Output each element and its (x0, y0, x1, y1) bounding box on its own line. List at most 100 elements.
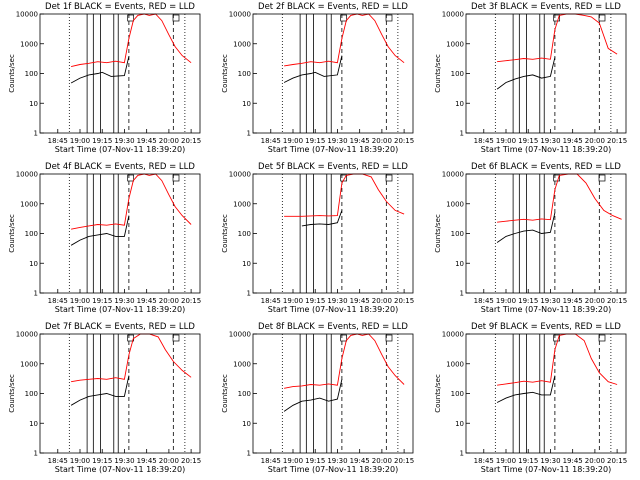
y-axis-label: Counts/sec (221, 214, 229, 253)
y-tick-label: 100 (451, 230, 464, 238)
interval-marker-box (598, 334, 606, 342)
x-tick-label: 20:00 (585, 137, 605, 145)
lld-series-line (497, 173, 622, 223)
y-tick-label: 1000 (20, 360, 38, 368)
x-tick-label: 18:45 (474, 297, 494, 305)
x-tick-label: 20:00 (372, 457, 392, 465)
events-series-line (70, 375, 130, 406)
chart-panel: Det 7f BLACK = Events, RED = LLD 1 10 100 10… (0, 320, 213, 480)
x-axis-label: Start Time (07-Nov-11 18:39:20) (481, 145, 611, 154)
plot-frame (39, 333, 201, 454)
x-tick-label: 19:15 (92, 137, 112, 145)
y-axis-label: Counts/sec (434, 374, 442, 413)
lld-series-line (70, 13, 192, 68)
y-tick-label: 10 (29, 420, 38, 428)
interval-marker-box (340, 174, 348, 182)
x-tick-label: 19:15 (518, 297, 538, 305)
x-tick-label: 20:00 (372, 137, 392, 145)
interval-marker-box (172, 14, 180, 22)
events-series-line (283, 55, 343, 83)
x-tick-label: 19:30 (540, 137, 560, 145)
x-tick-label: 19:30 (327, 297, 347, 305)
chart-panel: Det 8f BLACK = Events, RED = LLD 1 10 100 10… (213, 320, 426, 480)
y-tick-label: 10 (242, 420, 251, 428)
y-tick-label: 100 (238, 230, 251, 238)
events-series-line (283, 379, 343, 412)
chart-svg: Det 6f BLACK = Events, RED = LLD 1 10 100 10… (434, 162, 627, 314)
x-axis-label: Start Time (07-Nov-11 18:39:20) (268, 145, 398, 154)
x-tick-label: 20:00 (585, 457, 605, 465)
x-tick-label: 18:45 (48, 297, 68, 305)
x-tick-label: 20:00 (159, 457, 179, 465)
interval-marker-box (553, 174, 561, 182)
y-axis-label: Counts/sec (8, 374, 16, 413)
chart-title: Det 1f BLACK = Events, RED = LLD (45, 2, 195, 12)
y-tick-label: 1000 (446, 360, 464, 368)
y-tick-label: 100 (238, 390, 251, 398)
y-tick-label: 10000 (442, 331, 464, 339)
x-tick-label: 18:45 (474, 457, 494, 465)
x-tick-label: 19:00 (70, 457, 90, 465)
x-tick-label: 20:15 (607, 457, 627, 465)
y-tick-label: 1 (247, 130, 251, 138)
x-tick-label: 19:45 (137, 137, 157, 145)
chart-panel: Det 2f BLACK = Events, RED = LLD 1 10 100 10… (213, 0, 426, 160)
x-tick-label: 19:30 (540, 457, 560, 465)
chart-title: Det 2f BLACK = Events, RED = LLD (258, 2, 408, 12)
chart-panel: Det 4f BLACK = Events, RED = LLD 1 10 100 10… (0, 160, 213, 320)
interval-marker-box (340, 334, 348, 342)
y-tick-label: 100 (25, 70, 38, 78)
lld-series-line (284, 333, 405, 389)
y-tick-label: 10 (242, 260, 251, 268)
chart-title: Det 3f BLACK = Events, RED = LLD (471, 2, 621, 12)
chart-title: Det 5f BLACK = Events, RED = LLD (258, 162, 408, 172)
x-axis-label: Start Time (07-Nov-11 18:39:20) (55, 465, 185, 474)
y-tick-label: 10 (242, 100, 251, 108)
y-tick-label: 1000 (20, 40, 38, 48)
x-tick-label: 18:45 (261, 297, 281, 305)
chart-svg: Det 1f BLACK = Events, RED = LLD 1 10 100 10… (8, 2, 201, 154)
y-tick-label: 100 (451, 390, 464, 398)
chart-svg: Det 2f BLACK = Events, RED = LLD 1 10 100 10… (221, 2, 414, 154)
x-tick-label: 19:00 (496, 457, 516, 465)
x-axis-label: Start Time (07-Nov-11 18:39:20) (268, 305, 398, 314)
x-axis-label: Start Time (07-Nov-11 18:39:20) (55, 305, 185, 314)
x-tick-label: 20:00 (159, 297, 179, 305)
y-tick-label: 10000 (16, 171, 38, 179)
y-tick-label: 10 (29, 260, 38, 268)
y-tick-label: 1000 (446, 40, 464, 48)
y-tick-label: 1 (34, 290, 38, 298)
events-series-line (496, 57, 556, 90)
interval-marker-box (598, 14, 606, 22)
chart-svg: Det 4f BLACK = Events, RED = LLD 1 10 100 10… (8, 162, 201, 314)
x-tick-label: 20:00 (159, 137, 179, 145)
x-tick-label: 19:30 (114, 137, 134, 145)
interval-marker-box (553, 334, 561, 342)
x-tick-label: 19:45 (563, 297, 583, 305)
y-tick-label: 10000 (442, 171, 464, 179)
chart-panel: Det 9f BLACK = Events, RED = LLD 1 10 100 10… (426, 320, 639, 480)
plot-frame (39, 173, 201, 294)
x-tick-label: 20:00 (372, 297, 392, 305)
y-tick-label: 100 (451, 70, 464, 78)
x-tick-label: 18:45 (261, 137, 281, 145)
interval-marker-box (385, 14, 393, 22)
chart-svg: Det 3f BLACK = Events, RED = LLD 1 10 100 10… (434, 2, 627, 154)
x-tick-label: 19:30 (114, 297, 134, 305)
y-tick-label: 10000 (229, 11, 251, 19)
x-tick-label: 20:00 (585, 297, 605, 305)
y-tick-label: 10 (455, 100, 464, 108)
x-tick-label: 19:15 (92, 297, 112, 305)
x-tick-label: 19:45 (563, 457, 583, 465)
y-tick-label: 10000 (442, 11, 464, 19)
y-axis-label: Counts/sec (8, 54, 16, 93)
x-tick-label: 19:15 (305, 457, 325, 465)
chart-svg: Det 7f BLACK = Events, RED = LLD 1 10 100 10… (8, 322, 201, 474)
y-tick-label: 10 (29, 100, 38, 108)
x-tick-label: 19:00 (283, 297, 303, 305)
x-tick-label: 19:15 (305, 297, 325, 305)
y-tick-label: 1000 (233, 40, 251, 48)
x-tick-label: 19:45 (350, 297, 370, 305)
interval-marker-box (385, 334, 393, 342)
plot-frame (39, 13, 201, 134)
